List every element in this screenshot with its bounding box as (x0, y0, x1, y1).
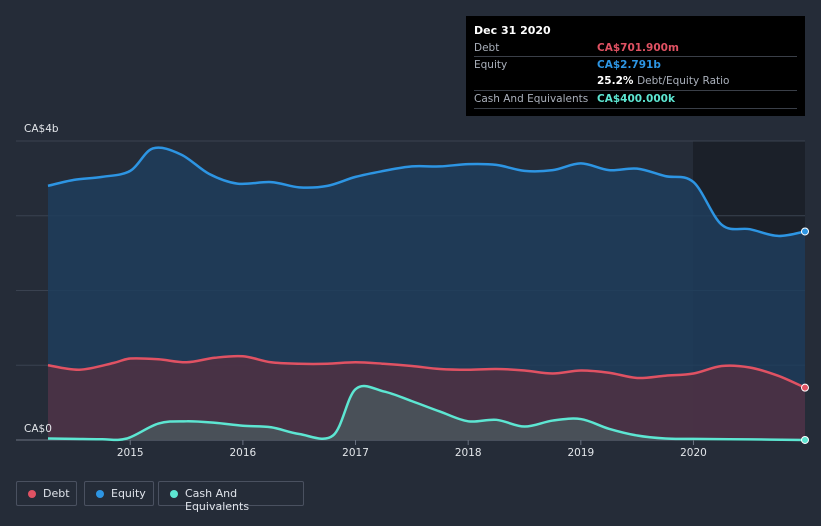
series-areas (48, 147, 805, 440)
x-axis-ticks: 2015 2016 2017 2018 2019 2020 (117, 440, 707, 459)
tooltip-ratio-value: 25.2% (597, 75, 634, 87)
legend-debt[interactable]: Debt (16, 481, 77, 506)
cash-dot-icon (170, 490, 178, 498)
tooltip-equity-label: Equity (474, 59, 508, 71)
tooltip-cash-value: CA$400.000k (597, 93, 675, 105)
debt-end-marker (801, 383, 809, 392)
tooltip-debt-value: CA$701.900m (597, 42, 679, 54)
legend-cash-label: Cash And Equivalents (185, 487, 250, 513)
equity-end-marker (801, 227, 809, 236)
legend-debt-label: Debt (43, 487, 70, 500)
legend-equity[interactable]: Equity (84, 481, 154, 506)
legend-cash[interactable]: Cash And Equivalents (158, 481, 304, 513)
series-end-markers (801, 227, 809, 444)
x-tick-label: 2019 (567, 447, 594, 459)
cash-end-marker (801, 435, 809, 444)
y-axis-min-label: CA$0 (24, 423, 52, 435)
tooltip-ratio-label: Debt/Equity Ratio (637, 75, 730, 87)
y-axis-max-label: CA$4b (24, 123, 59, 135)
series-lines (47, 146, 806, 442)
tooltip-row-cash: Cash And Equivalents CA$400.000k (474, 91, 797, 109)
x-tick-label: 2018 (455, 447, 482, 459)
tooltip-row-debt: Debt CA$701.900m (474, 40, 797, 57)
tooltip-debt-label: Debt (474, 42, 500, 54)
x-tick-label: 2017 (342, 447, 369, 459)
legend-equity-label: Equity (111, 487, 146, 500)
cash-line (47, 384, 806, 442)
tooltip-panel: Dec 31 2020 Debt CA$701.900m Equity CA$2… (466, 16, 805, 116)
tooltip-cash-label: Cash And Equivalents (474, 93, 589, 105)
tooltip-row-equity: Equity CA$2.791b 25.2% Debt/Equity Ratio (474, 57, 797, 91)
tooltip-equity-value: CA$2.791b (597, 59, 661, 71)
tooltip-ratio: 25.2% Debt/Equity Ratio (597, 75, 729, 87)
equity-dot-icon (96, 490, 104, 498)
debt-area (48, 356, 805, 440)
equity-line (47, 146, 806, 238)
x-tick-label: 2020 (680, 447, 707, 459)
debt-dot-icon (28, 490, 36, 498)
x-tick-label: 2016 (230, 447, 257, 459)
debt-line (47, 354, 806, 389)
x-tick-label: 2015 (117, 447, 144, 459)
tooltip-date: Dec 31 2020 (474, 24, 551, 37)
